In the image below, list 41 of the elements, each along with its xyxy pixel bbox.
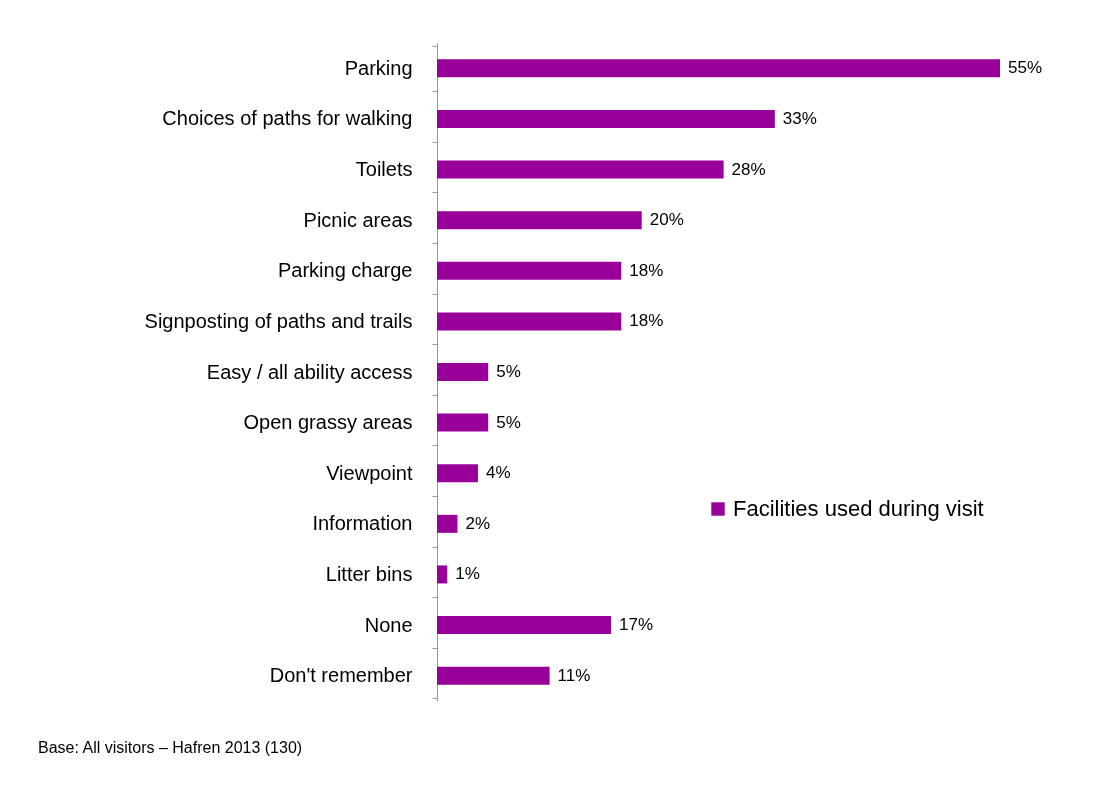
y-tick-label: None xyxy=(364,613,413,636)
bar xyxy=(437,211,642,230)
data-label: 20% xyxy=(649,210,684,230)
data-label: 33% xyxy=(782,108,817,128)
bar xyxy=(437,666,550,685)
y-tick-label: Picnic areas xyxy=(303,208,413,231)
y-tick-label: Parking charge xyxy=(277,259,413,282)
bar xyxy=(437,261,622,280)
bar xyxy=(437,363,489,381)
data-label: 5% xyxy=(496,362,521,381)
data-label: 17% xyxy=(619,615,654,635)
y-tick-label: Don't remember xyxy=(269,664,413,687)
bar xyxy=(437,312,622,331)
legend-label: Facilities used during visit xyxy=(733,496,984,521)
data-label: 28% xyxy=(731,159,766,179)
y-tick-label: Toilets xyxy=(355,158,413,181)
y-tick-label: Signposting of paths and trails xyxy=(144,309,413,332)
data-label: 55% xyxy=(1008,58,1043,78)
data-label: 1% xyxy=(455,564,480,584)
y-tick-label: Information xyxy=(312,512,413,535)
bar xyxy=(437,616,612,635)
data-label: 5% xyxy=(496,412,521,432)
y-tick-label: Easy / all ability access xyxy=(206,360,413,383)
y-tick-label: Parking xyxy=(344,56,413,79)
bar xyxy=(437,160,724,179)
data-label: 4% xyxy=(485,463,511,483)
bar xyxy=(437,565,448,584)
bar xyxy=(437,109,775,128)
data-label: 18% xyxy=(629,311,664,331)
data-label: 11% xyxy=(557,665,591,685)
bar xyxy=(437,413,489,432)
bar xyxy=(437,464,478,483)
y-tick-label: Litter bins xyxy=(325,562,413,585)
data-label: 18% xyxy=(629,260,664,280)
y-tick-label: Choices of paths for walking xyxy=(162,107,413,130)
y-tick-label: Viewpoint xyxy=(326,461,413,484)
bar xyxy=(437,59,1000,78)
text: Base: All visitors – Hafren 2013 (130) xyxy=(38,739,303,756)
y-tick-label: Open grassy areas xyxy=(243,411,413,434)
bar xyxy=(437,514,458,533)
data-label: 2% xyxy=(465,513,491,533)
